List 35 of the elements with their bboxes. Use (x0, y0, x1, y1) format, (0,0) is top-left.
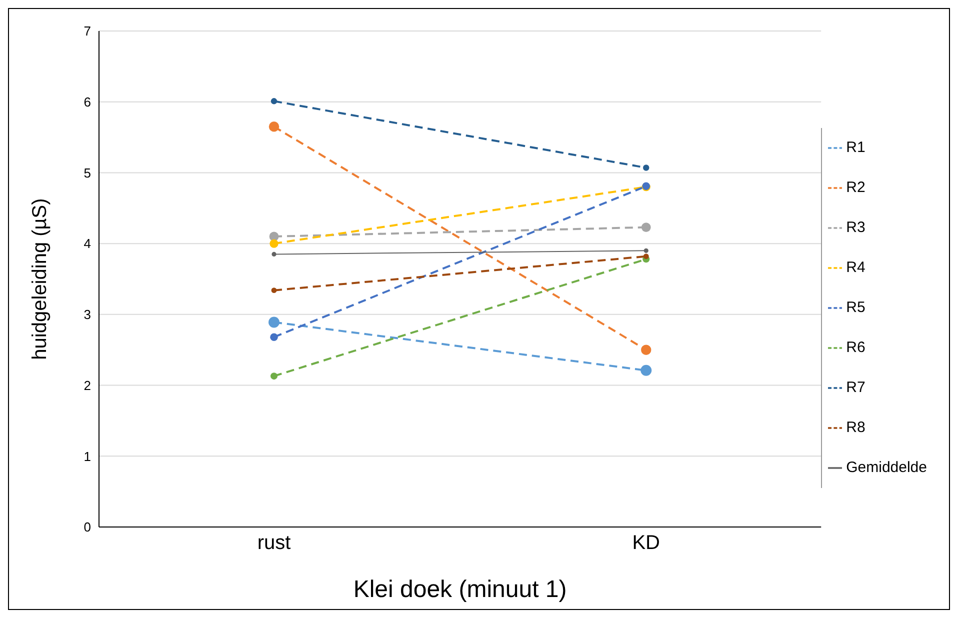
point (641, 344, 652, 355)
point (270, 239, 278, 248)
legend-label: R1 (846, 139, 866, 156)
x-tick-label: rust (257, 532, 292, 554)
y-tick-label: 2 (84, 378, 91, 393)
point (644, 248, 648, 253)
point (270, 333, 278, 342)
y-axis-title: huidgeleiding (µS) (29, 198, 52, 360)
point (268, 122, 280, 132)
point (272, 252, 276, 256)
point (643, 164, 650, 171)
y-tick-label: 1 (84, 448, 91, 464)
y-tick-label: 6 (84, 94, 91, 110)
legend-label: R7 (846, 379, 866, 396)
point (643, 254, 649, 260)
legend-label: R8 (846, 419, 866, 436)
y-tick-label: 7 (84, 24, 91, 39)
point (271, 288, 277, 294)
legend-label: R3 (846, 219, 866, 236)
point (270, 372, 278, 380)
x-tick-label: KD (632, 532, 660, 554)
legend-label: R6 (846, 339, 866, 356)
x-axis-title: Klei doek (minuut 1) (353, 576, 567, 603)
legend-label: R5 (846, 299, 866, 316)
point (640, 364, 652, 376)
y-tick-label: 3 (84, 307, 91, 322)
y-tick-label: 5 (84, 165, 91, 180)
legend-label: R2 (846, 179, 866, 196)
point (270, 98, 278, 104)
point (641, 222, 651, 232)
legend-label: Gemiddelde (846, 459, 927, 476)
y-tick-label: 0 (84, 520, 91, 535)
legend-label: R4 (846, 259, 866, 276)
y-tick-label: 4 (84, 236, 91, 252)
point (268, 316, 280, 328)
